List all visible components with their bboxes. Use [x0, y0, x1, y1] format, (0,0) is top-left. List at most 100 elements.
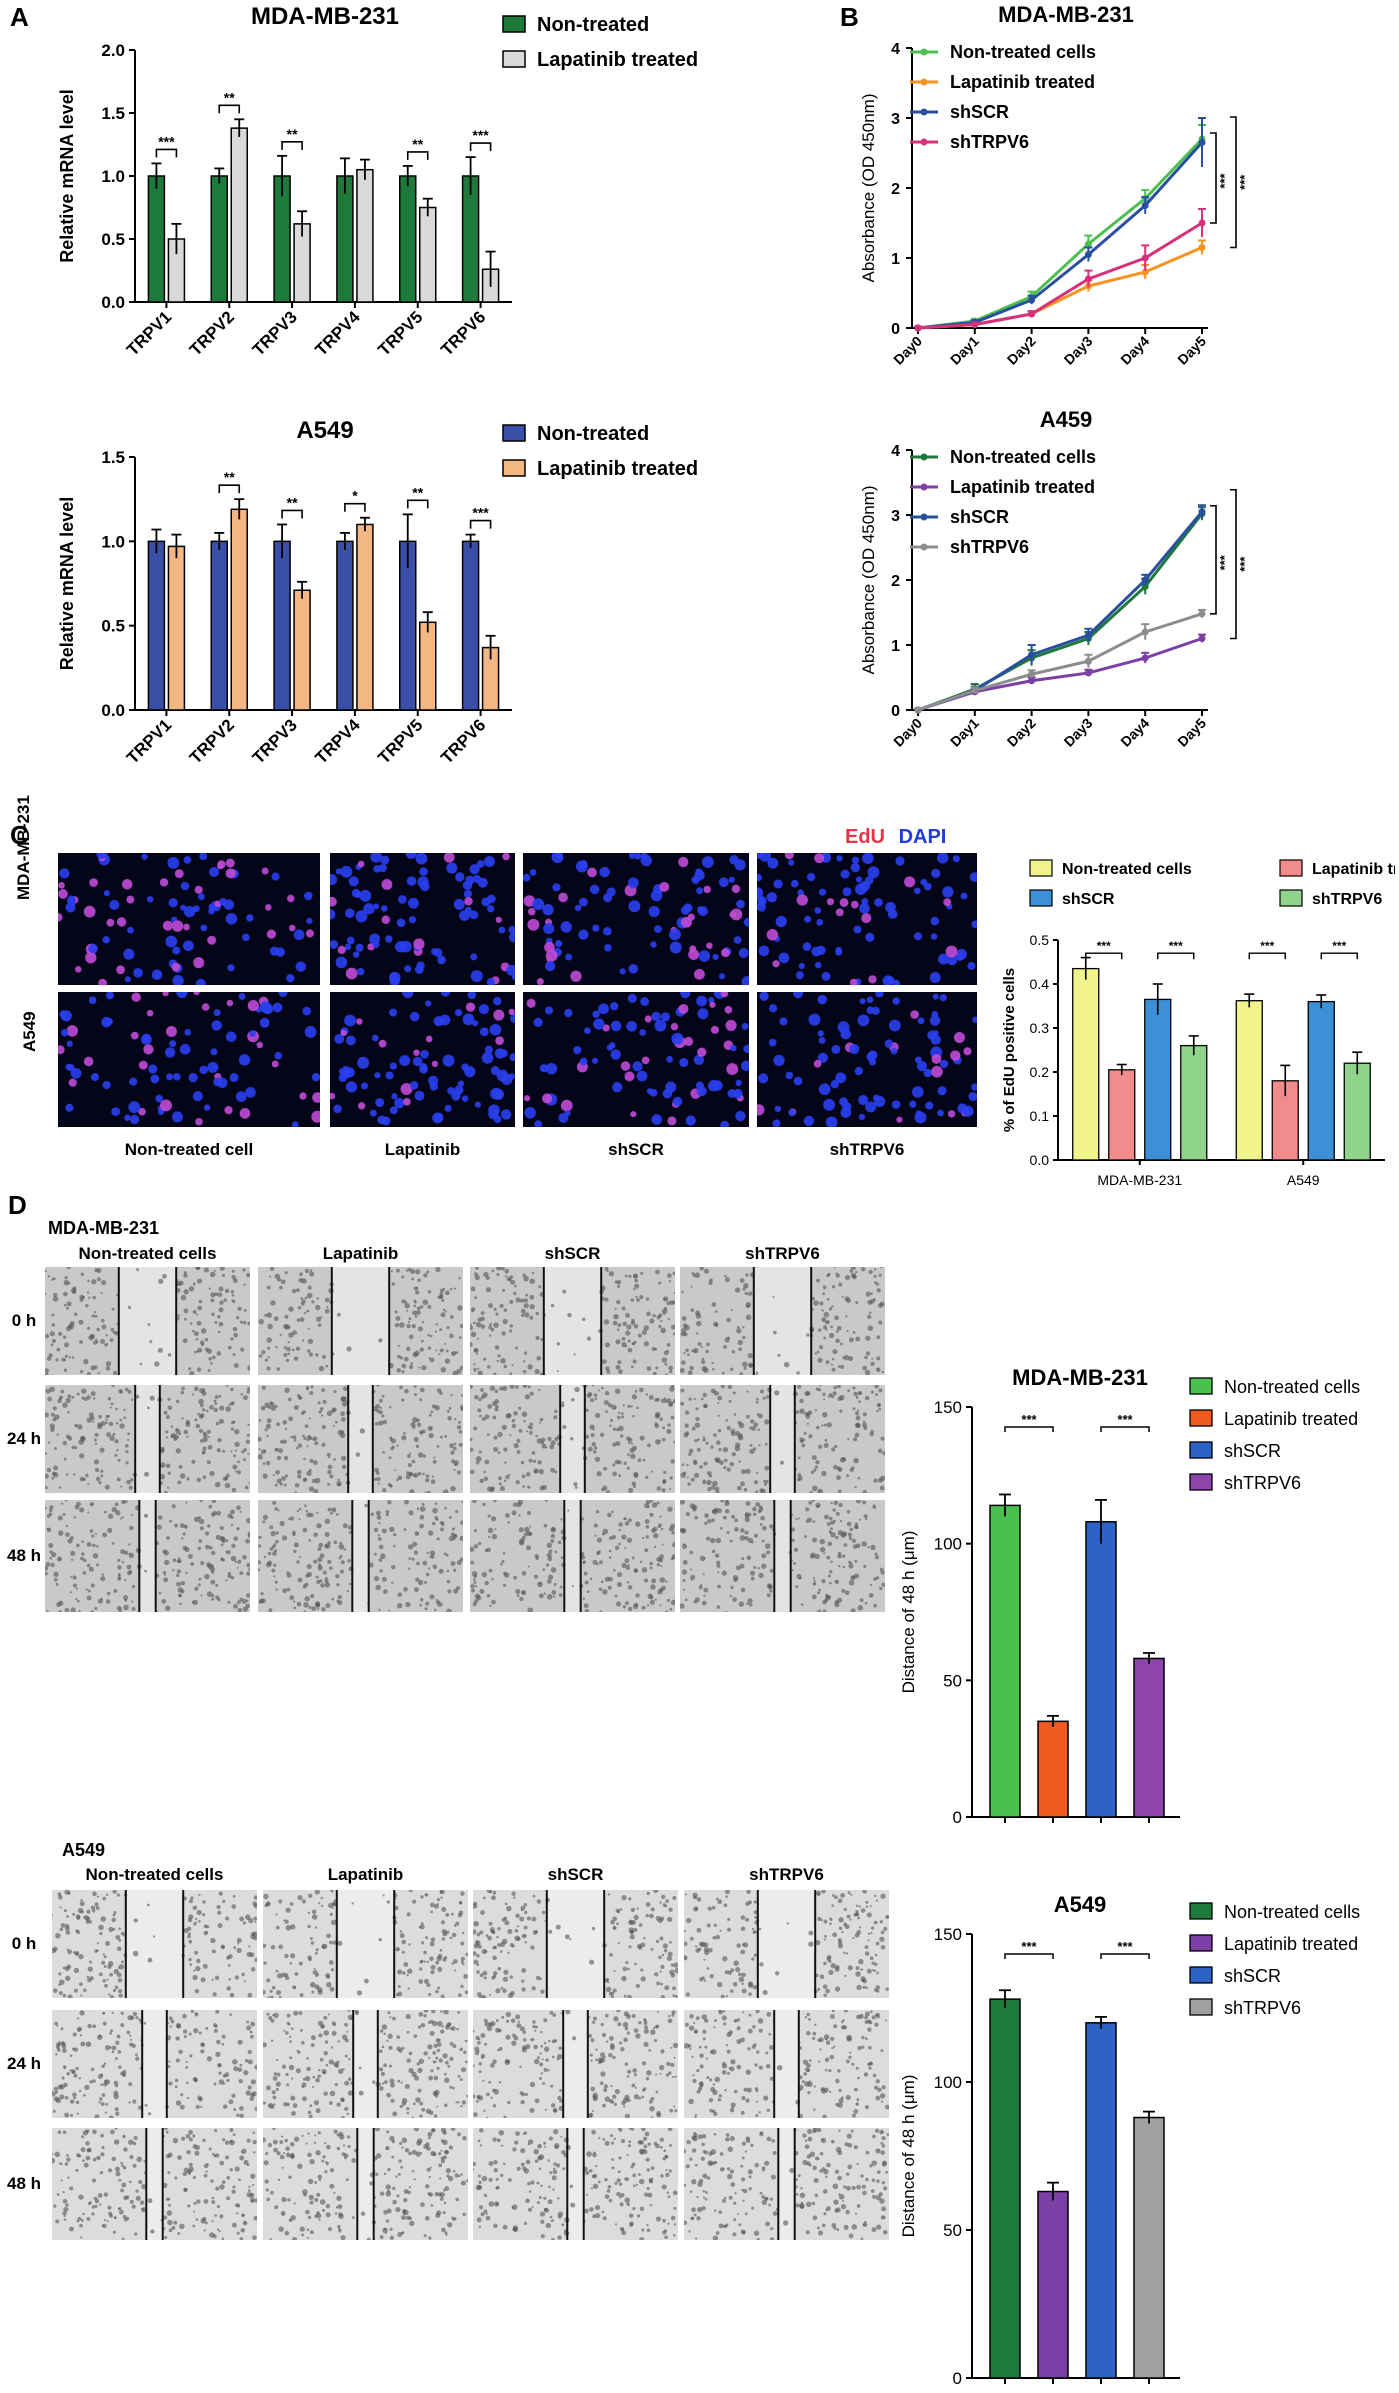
y-tick-label: 2: [891, 573, 900, 590]
bar: [419, 621, 437, 711]
bar: [1085, 2022, 1117, 2379]
y-tick-label: 0.5: [101, 617, 125, 636]
x-tick-label: Day4: [1117, 333, 1152, 368]
data-point: [1141, 576, 1149, 584]
y-axis-label: % of EdU positive cells: [1001, 968, 1018, 1132]
significance-label: ***: [1117, 1412, 1133, 1427]
legend-swatch: [1189, 1441, 1213, 1459]
d2-image-r1-c3: [684, 2010, 889, 2118]
y-tick-label: 3: [891, 111, 900, 128]
d1-image-r2-c2: [470, 1500, 675, 1612]
c-image-r1-c1: [330, 992, 515, 1127]
significance-bracket: [1320, 952, 1358, 960]
c-image-r0-c3: [757, 853, 977, 985]
x-tick-label: Day3: [1061, 333, 1096, 368]
x-tick-label: TRPV3: [249, 715, 301, 767]
data-point: [914, 706, 922, 714]
legend-swatch: [502, 50, 526, 68]
panel-label-c: C: [10, 820, 29, 850]
legend-label: Non-treated cells: [1062, 861, 1192, 878]
x-tick-label: TRPV1: [123, 715, 175, 767]
legend-marker: [920, 453, 928, 461]
data-point: [1141, 583, 1149, 590]
d2-image-r0-c1: [263, 1890, 468, 1998]
d1-row-label-2: 48 h: [6, 1546, 42, 1565]
data-point: [1141, 654, 1149, 662]
data-point: [971, 321, 979, 328]
significance-label: ***: [158, 133, 175, 149]
chart-d-mda: MDA-MB-231 0 50 100 150 Distance of 48 h (μm)…: [899, 1365, 1360, 1827]
bar: [1037, 1720, 1069, 1818]
data-point: [1084, 240, 1092, 248]
data-point: [1028, 296, 1036, 304]
legend-label: shTRPV6: [950, 132, 1029, 152]
significance-label: ***: [1260, 939, 1274, 953]
d1-image-r1-c0: [45, 1385, 250, 1493]
y-tick-label: 50: [943, 1671, 962, 1690]
bar: [210, 175, 228, 303]
legend-swatch: [1189, 1966, 1213, 1984]
d2-image-r0-c2: [473, 1890, 678, 1998]
x-tick-label: Day3: [1061, 715, 1096, 750]
legend-swatch: [502, 424, 526, 442]
d1-image-r0-c2: [470, 1267, 675, 1375]
d1-image-r0-c1: [258, 1267, 463, 1375]
panel-label-a: A: [10, 2, 29, 32]
data-point: [1141, 628, 1149, 636]
legend-marker: [920, 543, 928, 551]
data-point: [1028, 310, 1036, 318]
significance-bracket: [1210, 504, 1217, 615]
significance-label: **: [224, 89, 235, 105]
y-axis-label: Distance of 48 h (μm): [899, 2075, 918, 2238]
legend-label: shTRPV6: [1224, 1998, 1301, 2018]
data-point: [1198, 244, 1206, 251]
legend-label: Lapatinib treated: [950, 72, 1095, 92]
data-point: [1084, 251, 1092, 258]
legend-swatch: [1029, 859, 1053, 877]
bar: [1133, 1657, 1165, 1818]
data-point: [1198, 610, 1206, 618]
d1-image-r2-c0: [45, 1500, 250, 1612]
bar: [356, 168, 374, 303]
data-point: [1084, 631, 1092, 639]
data-point: [1028, 651, 1036, 659]
c-image-r0-c2: [523, 853, 749, 985]
legend-swatch: [1189, 1473, 1213, 1491]
significance-bracket: [406, 151, 429, 160]
legend-label: shTRPV6: [1224, 1473, 1301, 1493]
d2-row-label-2: 48 h: [6, 2174, 42, 2193]
d2-col-label-1: Lapatinib: [327, 1865, 404, 1884]
bar: [167, 545, 186, 711]
bar: [1037, 2190, 1069, 2379]
significance-bracket: [1230, 488, 1237, 640]
legend-swatch: [1189, 1998, 1213, 2016]
d2-image-r1-c2: [473, 2010, 678, 2118]
legend-label: Lapatinib treated: [950, 477, 1095, 497]
chart-a-mda: MDA-MB-231 0.0 0.5 1.0 1.5 2.0 Relative mRNA l…: [57, 3, 698, 360]
d2-image-r0-c0: [52, 1890, 257, 1998]
x-tick-label: TRPV4: [312, 307, 365, 360]
bar: [293, 589, 311, 711]
data-point: [1198, 508, 1206, 516]
legend-label: Non-treated cells: [1224, 1377, 1360, 1397]
x-tick-label: Day5: [1174, 333, 1209, 368]
d2-image-r2-c2: [473, 2128, 678, 2240]
legend-label: Lapatinib treated: [1224, 1934, 1358, 1954]
legend-label: Non-treated cells: [1224, 1902, 1360, 1922]
y-tick-label: 0.0: [101, 293, 125, 312]
y-tick-label: 0.5: [101, 230, 125, 249]
bar: [1144, 998, 1172, 1161]
legend-label: Non-treated: [537, 423, 649, 445]
x-tick-label: TRPV6: [437, 715, 489, 767]
y-tick-label: 150: [934, 1398, 962, 1417]
y-tick-label: 0.0: [1030, 1152, 1050, 1168]
bar: [356, 523, 374, 711]
legend-marker: [920, 483, 928, 491]
data-point: [1141, 268, 1149, 276]
c-image-r1-c3: [757, 992, 977, 1127]
y-axis-label: Absorbance (OD 450nm): [859, 486, 878, 675]
chart-d-a549: A549 0 50 100 150 Distance of 48 h (μm) *** ***…: [899, 1892, 1360, 2388]
bar: [989, 1998, 1021, 2379]
bar: [147, 175, 166, 303]
